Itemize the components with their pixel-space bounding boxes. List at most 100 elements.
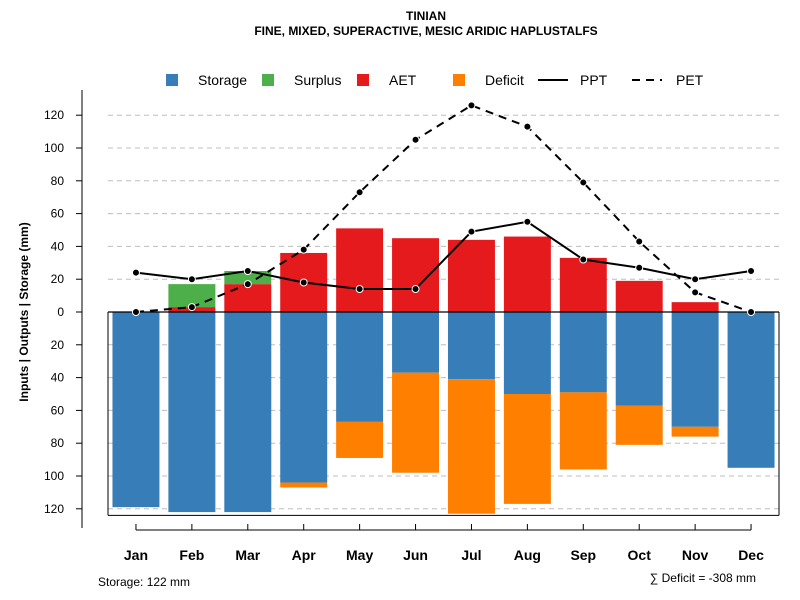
ppt-point-mar <box>243 267 252 275</box>
x-tick-label-jul: Jul <box>461 547 481 563</box>
aet-bar-mar <box>224 284 272 312</box>
series-lines <box>107 101 780 516</box>
x-tick-label-oct: Oct <box>628 547 652 563</box>
y-tick-label-8: 40 <box>51 371 65 385</box>
legend-swatch-storage <box>166 74 178 86</box>
y-tick-label-1: 100 <box>44 141 64 155</box>
aet-bar-jul <box>447 239 495 312</box>
legend-label-surplus: Surplus <box>294 72 341 88</box>
legend: Storage Surplus AET Deficit PPT PET <box>166 72 704 88</box>
deficit-bar-aug <box>503 394 551 504</box>
storage-bar-sep <box>559 312 607 393</box>
ppt-point-apr <box>299 278 308 287</box>
pet-point-mar <box>243 280 252 289</box>
legend-label-ppt: PPT <box>580 72 608 88</box>
legend-label-pet: PET <box>676 72 704 88</box>
storage-bar-aug <box>503 312 551 394</box>
x-tick-label-feb: Feb <box>179 547 204 563</box>
aet-bar-oct <box>615 280 663 312</box>
ppt-point-nov <box>691 275 700 284</box>
y-tick-label-12: 120 <box>44 502 64 516</box>
storage-bar-jun <box>392 312 440 373</box>
aet-bar-sep <box>559 257 607 312</box>
deficit-sum: ∑ Deficit = -308 mm <box>650 571 756 585</box>
deficit-bar-sep <box>559 392 607 470</box>
legend-label-storage: Storage <box>198 72 247 88</box>
y-tick-label-7: 20 <box>51 338 65 352</box>
pet-point-jun <box>411 135 420 144</box>
x-tick-label-jun: Jun <box>403 547 428 563</box>
pet-point-sep <box>579 178 588 187</box>
x-tick-label-sep: Sep <box>570 547 596 563</box>
pet-point-apr <box>299 245 308 254</box>
storage-bar-oct <box>615 312 663 406</box>
bars <box>112 228 775 514</box>
x-tick-label-apr: Apr <box>292 547 317 563</box>
pet-point-nov <box>691 288 700 297</box>
y-tick-label-4: 40 <box>51 239 65 253</box>
y-tick-label-5: 20 <box>51 272 65 286</box>
storage-bar-nov <box>671 312 719 427</box>
chart-title: TINIAN <box>406 9 446 23</box>
y-axis-label: Inputs | Outputs | Storage (mm) <box>17 222 31 401</box>
surplus-bar-feb <box>168 284 216 308</box>
ppt-point-dec <box>747 267 756 275</box>
ppt-line <box>135 220 752 291</box>
pet-point-dec <box>747 308 756 316</box>
ppt-point-sep <box>579 255 588 264</box>
aet-bar-aug <box>503 236 551 312</box>
storage-bar-jan <box>112 312 160 508</box>
storage-bar-apr <box>280 312 328 483</box>
deficit-bar-may <box>336 421 384 458</box>
x-tick-label-nov: Nov <box>682 547 709 563</box>
storage-note: Storage: 122 mm <box>98 575 190 589</box>
y-tick-label-11: 100 <box>44 469 64 483</box>
x-axis: Jan Feb Mar Apr May Jun Jul Aug Sep Oct Nov Dec <box>124 524 764 563</box>
deficit-bar-apr <box>280 482 328 488</box>
x-tick-label-may: May <box>346 547 373 563</box>
legend-label-deficit: Deficit <box>485 72 524 88</box>
legend-label-aet: AET <box>389 72 417 88</box>
legend-swatch-deficit <box>453 74 465 86</box>
ppt-point-may <box>355 285 364 294</box>
deficit-bar-jun <box>392 372 440 473</box>
ppt-point-feb <box>187 275 196 284</box>
pet-line <box>135 104 752 313</box>
deficit-bar-oct <box>615 405 663 445</box>
storage-bar-feb <box>168 312 216 513</box>
storage-bar-mar <box>224 312 272 513</box>
pet-point-jan <box>131 308 140 316</box>
ppt-point-jan <box>131 268 140 277</box>
aet-bar-jun <box>392 238 440 312</box>
y-tick-label-9: 60 <box>51 403 65 417</box>
chart-subtitle: FINE, MIXED, SUPERACTIVE, MESIC ARIDIC H… <box>254 24 597 38</box>
ppt-point-oct <box>635 263 644 272</box>
x-tick-label-mar: Mar <box>235 547 260 563</box>
storage-bar-may <box>336 312 384 422</box>
aet-bar-may <box>336 228 384 312</box>
y-tick-label-0: 120 <box>44 108 64 122</box>
aet-bar-nov <box>671 302 719 312</box>
deficit-bar-nov <box>671 426 719 437</box>
y-tick-label-3: 60 <box>51 207 65 221</box>
deficit-bar-jul <box>447 379 495 514</box>
y-tick-label-10: 80 <box>51 436 65 450</box>
storage-bar-jul <box>447 312 495 380</box>
ppt-point-jun <box>411 285 420 294</box>
pet-point-jul <box>467 101 476 110</box>
legend-swatch-surplus <box>262 74 274 86</box>
x-tick-label-jan: Jan <box>124 547 148 563</box>
x-tick-label-aug: Aug <box>514 547 541 563</box>
pet-point-aug <box>523 122 532 131</box>
ppt-point-aug <box>523 217 532 226</box>
gridlines <box>108 114 779 510</box>
pet-point-oct <box>635 237 644 246</box>
pet-point-feb <box>187 303 196 312</box>
y-tick-label-2: 80 <box>51 174 65 188</box>
ppt-point-jul <box>467 227 476 236</box>
y-tick-label-6: 0 <box>57 305 64 319</box>
storage-bar-dec <box>727 312 775 468</box>
legend-swatch-aet <box>357 74 369 86</box>
x-tick-label-dec: Dec <box>738 547 764 563</box>
